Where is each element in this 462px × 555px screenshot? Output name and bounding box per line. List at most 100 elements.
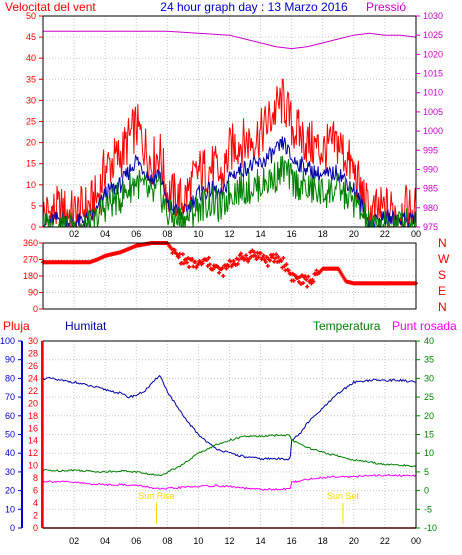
wind-time-tick-label: 18	[318, 229, 328, 239]
wind-speed-tick-label: 35	[26, 74, 36, 84]
sun-annotation-label: Sun Set	[327, 491, 360, 501]
humidity-tick-label: 100	[0, 336, 15, 346]
pressure-tick-label: 990	[423, 164, 438, 174]
compass-label: N	[438, 236, 447, 250]
rain-tick-label: 24	[28, 373, 38, 383]
wind-speed-tick-label: 40	[26, 53, 36, 63]
temperature-tick-label: 35	[424, 355, 434, 365]
rain-tick-label: 4	[33, 498, 38, 508]
pressure-line	[43, 30, 417, 50]
temperature-line	[42, 433, 417, 477]
rain-tick-label: 16	[28, 423, 38, 433]
wind-time-tick-label: 02	[69, 229, 79, 239]
wind-time-tick-label: 20	[349, 229, 359, 239]
wind-time-tick-label: 06	[131, 229, 141, 239]
temperature-tick-label: 40	[424, 336, 434, 346]
wind-time-tick-label: 00	[411, 229, 421, 239]
humidity-tick-label: 70	[5, 392, 15, 402]
rain-tick-label: 30	[28, 336, 38, 346]
direction-tick-label: 270	[23, 255, 38, 265]
wind-time-axis-ticks: 02 04 06 08 10 12 14 16 18 20 22 00	[69, 229, 421, 239]
humidity-axis-ticks: 0 10 20 30 40 50 60 70 80 90 100	[0, 336, 22, 533]
climate-time-tick-label: 02	[69, 536, 79, 546]
compass-label: E	[438, 284, 446, 298]
temperature-tick-label: 20	[424, 411, 434, 421]
wind-average-line	[43, 136, 417, 229]
graph-title: 24 hour graph day : 13 Marzo 2016	[160, 0, 348, 14]
temperature-tick-label: -5	[424, 504, 432, 514]
rain-tick-label: 18	[28, 411, 38, 421]
sun-annotation-label: Sun Rise	[138, 491, 175, 501]
wind-speed-tick-label: 15	[26, 159, 36, 169]
pressure-tick-label: 1010	[423, 88, 443, 98]
wind-speed-label: Velocitat del vent	[5, 0, 96, 14]
wind-time-tick-label: 16	[287, 229, 297, 239]
humidity-tick-label: 10	[5, 504, 15, 514]
wind-time-tick-label: 04	[100, 229, 110, 239]
rain-tick-label: 10	[28, 461, 38, 471]
direction-tick-label: 360	[23, 238, 38, 248]
humidity-tick-label: 20	[5, 486, 15, 496]
humidity-tick-label: 30	[5, 467, 15, 477]
humidity-label: Humitat	[65, 319, 107, 333]
sun-annotations: Sun Rise Sun Set	[138, 491, 359, 524]
climate-time-tick-label: 12	[224, 536, 234, 546]
pressure-axis-ticks: 975 980 985 990 995 1000 1005 1010 1015 1020 1025 1…	[416, 11, 443, 232]
humidity-tick-label: 80	[5, 373, 15, 383]
direction-tick-label: 90	[28, 288, 38, 298]
temperature-label: Temperatura	[313, 319, 381, 333]
wind-time-tick-label: 12	[224, 229, 234, 239]
temperature-tick-label: -10	[424, 523, 437, 533]
wind-time-tick-label: 08	[162, 229, 172, 239]
wind-speed-tick-label: 20	[26, 138, 36, 148]
compass-label: N	[438, 300, 447, 314]
climate-time-tick-label: 06	[131, 536, 141, 546]
dewpoint-line	[42, 473, 417, 492]
temperature-axis-ticks: -10 -5 0 5 10 15 20 25 30 35 40	[416, 336, 437, 533]
humidity-tick-label: 90	[5, 355, 15, 365]
humidity-tick-label: 60	[5, 411, 15, 421]
rain-tick-label: 22	[28, 386, 38, 396]
climate-time-tick-label: 00	[411, 536, 421, 546]
pressure-tick-label: 975	[423, 222, 438, 232]
wind-time-tick-label: 10	[193, 229, 203, 239]
climate-time-axis-ticks: 02 04 06 08 10 12 14 16 18 20 22 00	[69, 536, 421, 546]
climate-time-tick-label: 10	[193, 536, 203, 546]
direction-tick-label: 180	[23, 271, 38, 281]
rain-tick-label: 8	[33, 473, 38, 483]
humidity-tick-label: 50	[5, 430, 15, 440]
climate-chart-grid	[43, 341, 416, 528]
wind-gust-line	[42, 78, 417, 228]
rain-tick-label: 2	[33, 511, 38, 521]
wind-speed-tick-label: 50	[26, 11, 36, 21]
rain-tick-label: 14	[28, 436, 38, 446]
pressure-label: Pressió	[366, 0, 406, 14]
wind-time-tick-label: 14	[256, 229, 266, 239]
climate-time-tick-label: 08	[162, 536, 172, 546]
rain-label: Pluja	[3, 319, 30, 333]
direction-axis-ticks: 360 270 180 90 0	[23, 238, 43, 314]
temperature-tick-label: 30	[424, 373, 434, 383]
temperature-tick-label: 0	[424, 486, 429, 496]
wind-minimum-line	[43, 155, 417, 229]
dewpoint-label: Punt rosada	[392, 319, 457, 333]
humidity-tick-label: 40	[5, 448, 15, 458]
rain-tick-label: 28	[28, 348, 38, 358]
pressure-tick-label: 1030	[423, 11, 443, 21]
wind-speed-tick-label: 5	[31, 201, 36, 211]
humidity-line	[42, 374, 417, 461]
compass-label: S	[438, 268, 446, 282]
climate-time-tick-label: 04	[100, 536, 110, 546]
climate-time-tick-label: 20	[349, 536, 359, 546]
pressure-tick-label: 1015	[423, 69, 443, 79]
rain-tick-label: 12	[28, 448, 38, 458]
pressure-tick-label: 1025	[423, 30, 443, 40]
wind-speed-tick-label: 30	[26, 95, 36, 105]
pressure-tick-label: 985	[423, 184, 438, 194]
rain-tick-label: 26	[28, 361, 38, 371]
temperature-tick-label: 15	[424, 430, 434, 440]
pressure-tick-label: 1020	[423, 49, 443, 59]
wind-speed-tick-label: 10	[26, 180, 36, 190]
